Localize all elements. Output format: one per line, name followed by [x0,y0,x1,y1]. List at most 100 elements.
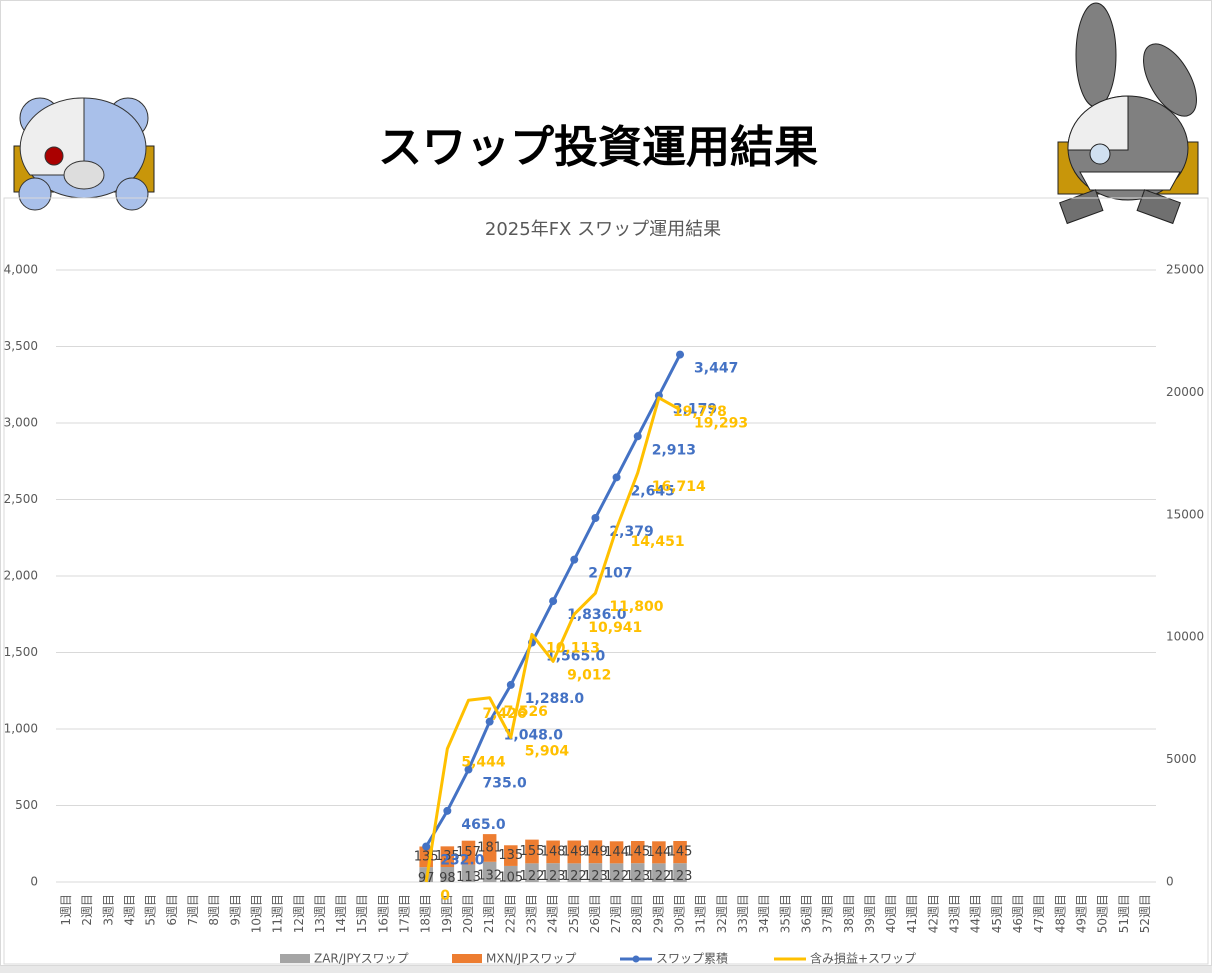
x-tick-label: 15週目 [355,894,369,933]
x-tick-label: 9週目 [228,894,242,926]
bar-segment [673,840,687,864]
x-tick-label: 49週目 [1074,894,1088,933]
data-label: 232.0 [440,853,485,869]
data-label: 144 [604,845,629,860]
line-marker [464,765,473,774]
y-tick-label: 0 [30,875,38,889]
x-tick-label: 24週目 [546,894,560,933]
x-tick-label: 3週目 [101,894,115,926]
data-label: 148 [541,844,566,859]
data-label: 123 [668,869,693,884]
legend-label: MXN/JPスワップ [486,952,576,966]
x-tick-label: 11週目 [271,894,285,933]
data-label: 16,714 [652,479,706,495]
y2-tick-label: 0 [1166,875,1174,889]
data-label: 123 [625,869,650,884]
y2-tick-label: 10000 [1166,630,1204,644]
data-label: 1,836.0 [567,607,627,623]
data-label: 0 [440,888,450,904]
x-tick-label: 36週目 [799,894,813,933]
bar-segment [504,865,518,882]
x-tick-label: 52週目 [1138,894,1152,933]
line-marker [422,842,431,851]
legend-label: 含み損益+スワップ [810,951,916,966]
bar-segment [461,864,476,882]
x-tick-label: 1週目 [59,894,73,926]
data-label: 3,179 [673,402,717,418]
data-label: 2,379 [609,524,653,540]
data-label: 181 [477,840,502,855]
x-tick-label: 27週目 [609,894,623,933]
x-tick-label: 6週目 [165,894,179,926]
bar-segment [609,863,624,882]
x-tick-label: 47週目 [1032,894,1046,933]
x-tick-label: 35週目 [778,894,792,933]
data-label: 132 [477,868,502,883]
x-tick-label: 46週目 [1011,894,1025,933]
data-label: 14,451 [631,534,685,550]
x-tick-label: 26週目 [588,894,602,933]
line-marker [570,555,579,564]
bar-segment [482,861,497,882]
x-tick-label: 18週目 [419,894,433,933]
x-tick-label: 30週目 [673,894,687,933]
data-label: 113 [456,870,481,885]
data-label: 1,565.0 [546,649,606,665]
line-marker [485,717,494,726]
bar-segment [630,863,645,882]
x-tick-label: 16週目 [376,894,390,933]
x-tick-label: 31週目 [694,894,708,933]
y2-tick-label: 5000 [1166,752,1197,766]
data-label: 19,293 [694,416,748,432]
x-tick-label: 33週目 [736,894,750,933]
x-tick-label: 29週目 [651,894,665,933]
bar-segment [504,845,518,866]
x-tick-label: 50週目 [1096,894,1110,933]
data-label: 155 [520,844,545,859]
bar-segment [567,840,582,864]
data-label: 135 [435,849,460,864]
chart-area [3,197,1209,965]
bar-segment [546,840,560,864]
data-label: 1,288.0 [525,691,585,707]
data-label: 7,426 [483,706,527,722]
x-tick-label: 13週目 [313,894,327,933]
x-tick-label: 48週目 [1053,894,1067,933]
line-marker [612,473,621,482]
data-label: 135 [414,849,439,864]
data-label: 735.0 [483,776,528,792]
x-tick-label: 2週目 [80,894,94,926]
x-tick-label: 51週目 [1117,894,1131,933]
data-label: 19,778 [673,404,727,420]
x-tick-label: 23週目 [524,894,538,933]
bar-segment [525,839,539,864]
y-tick-label: 2,500 [4,492,38,506]
bear-mascot [13,97,155,211]
data-label: 122 [562,869,587,884]
y-tick-label: 1,000 [4,722,38,736]
x-tick-label: 12週目 [292,894,306,933]
data-label: 7,526 [504,704,548,720]
bar-segment [525,863,539,882]
y2-tick-label: 25000 [1166,263,1204,277]
line-marker [676,350,685,359]
data-label: 149 [583,844,608,859]
bar-segment [609,841,624,864]
data-label: 157 [456,845,481,860]
x-tick-label: 21週目 [482,894,496,933]
line-marker [506,680,515,689]
line-marker [633,432,642,441]
x-tick-label: 43週目 [948,894,962,933]
bar-segment [440,846,455,868]
page-title: スワップ投資運用結果 [378,122,818,173]
data-label: 5,444 [461,755,506,771]
bar-segment [567,863,582,882]
data-label: 9,012 [567,667,611,683]
x-tick-label: 38週目 [842,894,856,933]
bar-segment [588,863,603,882]
bar-segment [482,834,497,862]
line-marker [443,806,452,815]
data-label: 123 [541,869,566,884]
bar-segment [652,863,666,882]
